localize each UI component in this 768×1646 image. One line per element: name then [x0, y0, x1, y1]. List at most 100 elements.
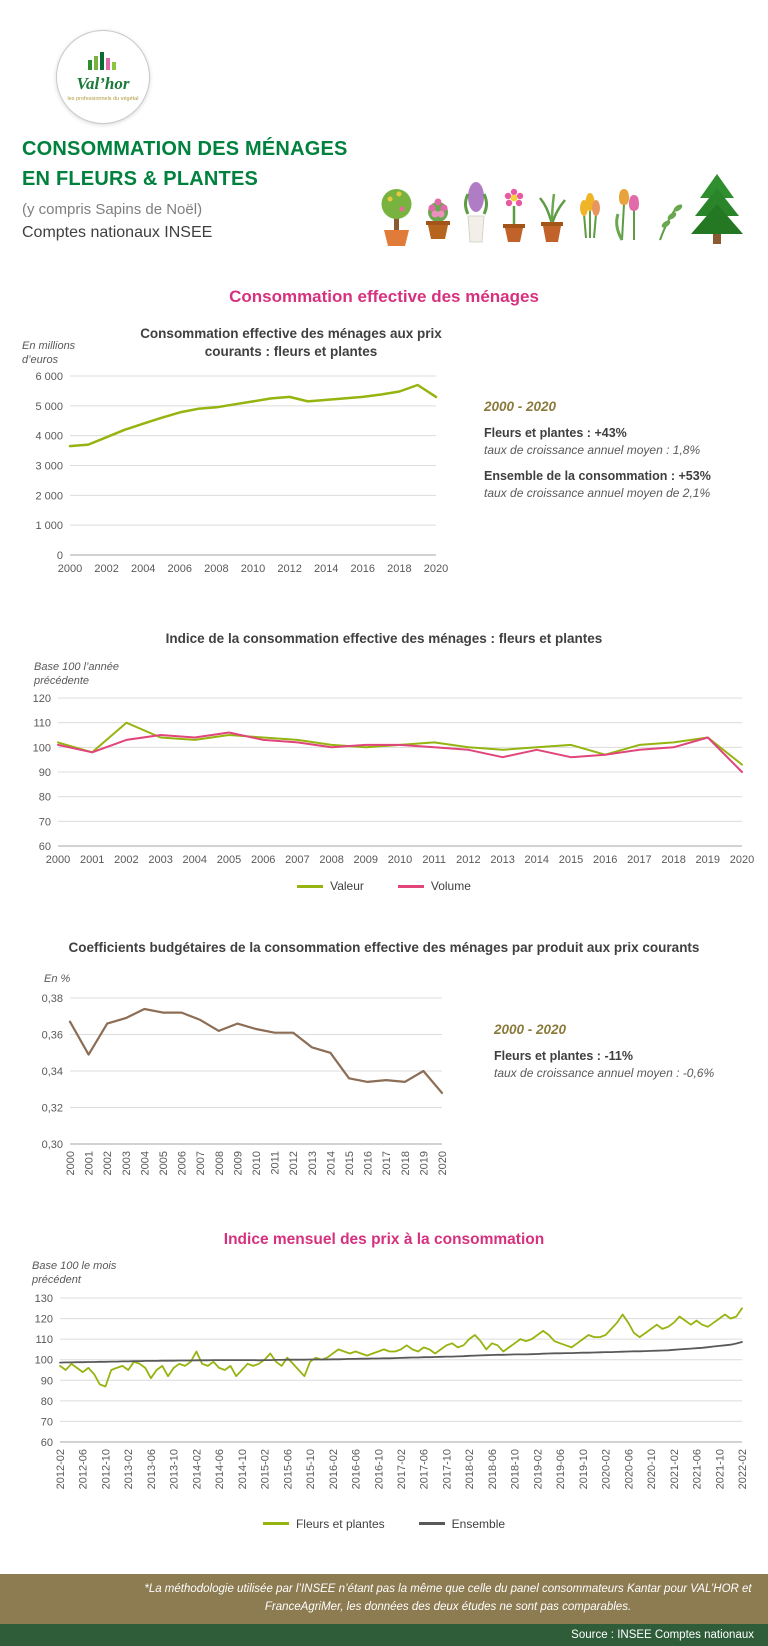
svg-text:1 000: 1 000 [35, 520, 63, 532]
section-title: Consommation effective des ménages [229, 287, 539, 306]
brand-name: Val’hor [76, 73, 130, 93]
legend-label: Fleurs et plantes [295, 1516, 385, 1531]
chart3-section: Coefficients budgétaires de la consommat… [0, 939, 768, 1195]
chart2-title: Indice de la consommation effective des … [165, 630, 603, 646]
svg-text:2006: 2006 [251, 854, 275, 866]
svg-text:2016: 2016 [351, 563, 375, 575]
svg-text:0,32: 0,32 [42, 1102, 63, 1114]
svg-text:2006: 2006 [168, 563, 192, 575]
chart2-legend: Valeur Volume [0, 879, 768, 893]
legend-item-ensemble: Ensemble [418, 1516, 506, 1531]
svg-text:2021-10: 2021-10 [714, 1449, 726, 1489]
svg-text:4 000: 4 000 [35, 430, 63, 442]
svg-text:2002: 2002 [94, 563, 118, 575]
svg-text:2014-02: 2014-02 [191, 1449, 203, 1489]
svg-text:2010: 2010 [388, 854, 412, 866]
svg-text:2019: 2019 [696, 854, 720, 866]
legend-label: Valeur [330, 879, 364, 894]
svg-text:2008: 2008 [214, 1151, 226, 1175]
svg-text:2014: 2014 [314, 563, 338, 575]
chart2-plot: 60 70 80 90 100 110 120 2000 2001 2002 2003 2004 200… [14, 690, 768, 875]
svg-text:2007: 2007 [285, 854, 309, 866]
svg-text:2015: 2015 [559, 854, 583, 866]
svg-text:2017-06: 2017-06 [419, 1449, 431, 1489]
svg-text:2 000: 2 000 [35, 490, 63, 502]
svg-text:2013-10: 2013-10 [169, 1449, 181, 1489]
svg-text:2010: 2010 [241, 563, 265, 575]
svg-text:2004: 2004 [131, 563, 155, 575]
svg-text:2021-06: 2021-06 [692, 1449, 704, 1489]
svg-text:2009: 2009 [232, 1151, 244, 1175]
svg-text:2022-02: 2022-02 [737, 1449, 749, 1489]
insee-label: Comptes nationaux INSEE [22, 224, 213, 241]
brand-tagline: les professionnels du végétal [67, 95, 139, 102]
svg-text:2003: 2003 [121, 1151, 133, 1175]
chart3-annotation: 2000 - 2020 Fleurs et plantes : -11% tau… [488, 958, 764, 1195]
svg-text:2014-06: 2014-06 [214, 1449, 226, 1489]
svg-text:60: 60 [39, 841, 51, 853]
chart3-column: En % 0,30 0,32 0,34 0,36 0,38 2000 2001 2002 200… [14, 958, 488, 1195]
svg-text:0,30: 0,30 [42, 1139, 63, 1151]
ensemble-line-swatch [418, 1522, 445, 1526]
svg-text:70: 70 [39, 817, 51, 829]
svg-text:2009: 2009 [354, 854, 378, 866]
svg-text:2011: 2011 [270, 1151, 282, 1175]
svg-text:2008: 2008 [204, 563, 228, 575]
svg-text:2013-06: 2013-06 [146, 1449, 158, 1489]
svg-text:2001: 2001 [84, 1151, 96, 1175]
svg-text:2010: 2010 [251, 1151, 263, 1175]
svg-text:2012: 2012 [456, 854, 480, 866]
svg-text:2004: 2004 [183, 854, 207, 866]
svg-text:2017-10: 2017-10 [441, 1449, 453, 1489]
svg-text:2013-02: 2013-02 [123, 1449, 135, 1489]
svg-text:3 000: 3 000 [35, 460, 63, 472]
svg-text:0: 0 [57, 550, 63, 562]
svg-text:2015: 2015 [344, 1151, 356, 1175]
svg-text:2018: 2018 [400, 1151, 412, 1175]
valhor-logo-inner: Val’hor les professionnels du végétal [67, 52, 139, 102]
svg-text:60: 60 [41, 1437, 53, 1449]
legend-label: Ensemble [451, 1516, 506, 1531]
svg-text:2019-02: 2019-02 [532, 1449, 544, 1489]
legend-item-valeur: Valeur [297, 879, 364, 893]
annotation-line: taux de croissance annuel moyen : -0,6% [494, 1065, 715, 1080]
svg-text:2020: 2020 [437, 1151, 449, 1175]
annotation-line: Ensemble de la consommation : +53% [484, 469, 711, 483]
annotation-line: taux de croissance annuel moyen : 1,8% [484, 443, 701, 457]
chart3-plot: 0,30 0,32 0,34 0,36 0,38 2000 2001 2002 2003 2004… [14, 990, 488, 1195]
svg-text:6 000: 6 000 [35, 371, 63, 383]
volume-line-swatch [397, 884, 424, 888]
svg-text:0,36: 0,36 [42, 1029, 63, 1041]
svg-text:2008: 2008 [319, 854, 343, 866]
svg-text:2002: 2002 [102, 1151, 114, 1175]
page-subtitle: (y compris Sapins de Noël) [22, 201, 203, 218]
svg-text:2016: 2016 [593, 854, 617, 866]
svg-text:100: 100 [33, 743, 51, 755]
svg-text:2007: 2007 [195, 1151, 207, 1175]
legend-item-fleurs: Fleurs et plantes [262, 1516, 385, 1531]
chart4-plot: 60 70 80 90 100 110 120 130 2012-02 2012-06 2012-1… [14, 1290, 768, 1513]
svg-text:2017: 2017 [627, 854, 651, 866]
svg-text:2019-10: 2019-10 [578, 1449, 590, 1489]
svg-text:90: 90 [41, 1375, 53, 1387]
svg-text:2013: 2013 [490, 854, 514, 866]
svg-text:2002: 2002 [114, 854, 138, 866]
annotation-period: 2000 - 2020 [484, 399, 557, 414]
svg-text:2004: 2004 [139, 1151, 151, 1175]
plants-row-icon [381, 174, 743, 246]
svg-text:2012-10: 2012-10 [100, 1449, 112, 1489]
chart3-title: Coefficients budgétaires de la consommat… [68, 940, 700, 956]
svg-text:2005: 2005 [158, 1151, 170, 1175]
chart4-title: Indice mensuel des prix à la consommatio… [223, 1230, 545, 1248]
fleurs-line-swatch [262, 1522, 289, 1526]
svg-text:2020-06: 2020-06 [623, 1449, 635, 1489]
svg-text:2019: 2019 [418, 1151, 430, 1175]
svg-text:2014-10: 2014-10 [237, 1449, 249, 1489]
svg-text:2017: 2017 [381, 1151, 393, 1175]
svg-text:2013: 2013 [307, 1151, 319, 1175]
chart2-section: Indice de la consommation effective des … [0, 630, 768, 894]
annotation-period: 2000 - 2020 [494, 1021, 567, 1037]
svg-text:2015-10: 2015-10 [305, 1449, 317, 1489]
valeur-line-swatch [297, 884, 324, 888]
